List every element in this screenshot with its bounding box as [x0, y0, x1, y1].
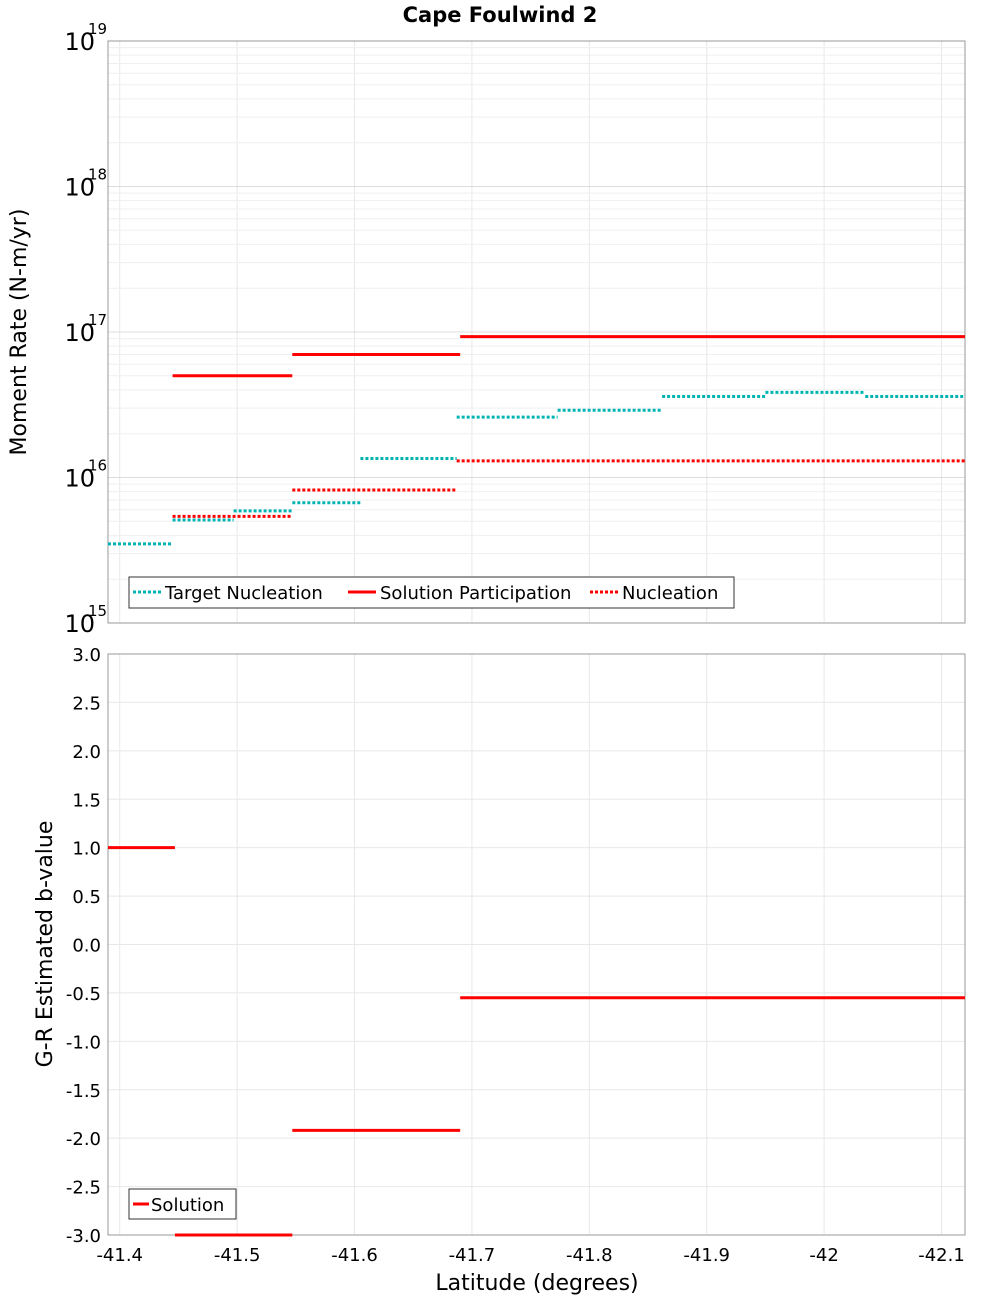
y-tick-label: 10 — [64, 610, 95, 638]
y-tick-label: 0.5 — [72, 887, 101, 908]
y-tick-label: -1.0 — [66, 1032, 101, 1053]
legend-label: Target Nucleation — [164, 583, 323, 604]
y-tick-label: 10 — [64, 465, 95, 493]
y-tick-exponent: 17 — [88, 311, 107, 329]
top-plot-frame — [107, 40, 966, 624]
y-tick-label: 2.0 — [72, 742, 101, 763]
x-tick-label: -41.9 — [683, 1245, 730, 1266]
y-tick-exponent: 15 — [88, 602, 107, 620]
top-y-axis-label: Moment Rate (N-m/yr) — [7, 209, 32, 456]
legend-label: Solution Participation — [380, 583, 571, 604]
top-panel-series — [108, 335, 965, 546]
y-tick-label: 1.0 — [72, 839, 101, 860]
top-panel-grid — [108, 40, 965, 624]
y-tick-label: 10 — [64, 28, 95, 56]
bottom-panel-series — [108, 846, 965, 1237]
y-tick-label: -2.0 — [66, 1129, 101, 1150]
x-tick-label: -41.7 — [449, 1245, 496, 1266]
y-tick-label: -0.5 — [66, 984, 101, 1005]
x-tick-label: -41.6 — [331, 1245, 378, 1266]
y-tick-exponent: 16 — [88, 457, 107, 475]
y-tick-label: 10 — [64, 174, 95, 202]
y-tick-label: 0.0 — [72, 936, 101, 957]
x-tick-label: -41.5 — [214, 1245, 261, 1266]
y-tick-label: 3.0 — [72, 645, 101, 666]
bottom-y-ticks: 3.0 2.5 2.0 1.5 1.0 0.5 0.0 -0.5 -1.0 -1.5 -2.0 -2.… — [66, 645, 101, 1247]
chart-title: Cape Foulwind 2 — [403, 3, 598, 27]
y-tick-label: -3.0 — [66, 1226, 101, 1247]
bottom-plot-frame — [107, 653, 966, 1236]
x-tick-label: -42.1 — [918, 1245, 965, 1266]
x-tick-label: -41.8 — [566, 1245, 613, 1266]
x-tick-label: -42 — [809, 1245, 838, 1266]
y-tick-label: 1.5 — [72, 790, 101, 811]
bottom-legend: Solution — [128, 1188, 237, 1220]
legend-box — [128, 576, 735, 609]
x-tick-label: -41.4 — [96, 1245, 143, 1266]
y-tick-label: -2.5 — [66, 1178, 101, 1199]
y-tick-exponent: 18 — [88, 166, 107, 184]
y-tick-label: -1.5 — [66, 1081, 101, 1102]
bottom-y-axis-label: G-R Estimated b-value — [33, 821, 58, 1068]
y-tick-label: 2.5 — [72, 693, 101, 714]
y-tick-label: 10 — [64, 319, 95, 347]
y-tick-exponent: 19 — [88, 20, 107, 38]
legend-label: Solution — [151, 1195, 224, 1216]
bottom-x-ticks: -41.4 -41.5 -41.6 -41.7 -41.8 -41.9 -42 -42.1 — [96, 1245, 964, 1266]
top-legend: Target Nucleation Solution Participation N… — [128, 576, 735, 609]
legend-label: Nucleation — [622, 583, 718, 604]
bottom-panel-grid — [108, 653, 965, 1236]
x-axis-label: Latitude (degrees) — [435, 1271, 638, 1296]
